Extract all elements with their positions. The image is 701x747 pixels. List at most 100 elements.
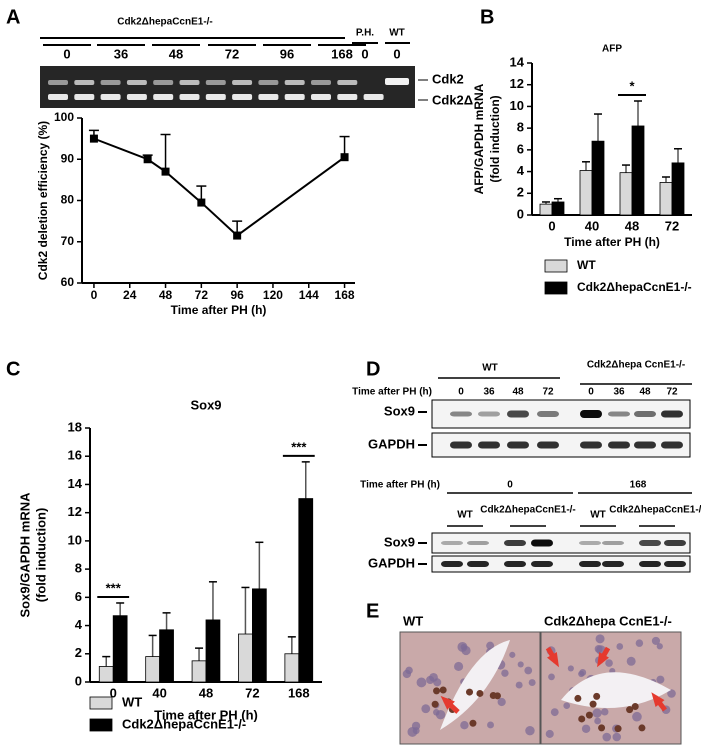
bar (238, 633, 253, 683)
x-axis-label: Time after PH (h) (171, 303, 267, 317)
row-label: GAPDH (368, 436, 415, 451)
nucleus (605, 659, 613, 667)
panel-letter: E (366, 600, 379, 622)
bar (159, 629, 174, 683)
point (89, 134, 98, 143)
y-axis-label: Sox9/GAPDH mRNA (17, 492, 32, 618)
y-tick-label: 0 (517, 206, 524, 221)
y-tick-label: 2 (517, 185, 524, 200)
lane-label: 72 (666, 387, 678, 398)
blot-band (634, 441, 656, 449)
nucleus (632, 711, 642, 722)
blot-band (608, 411, 630, 417)
lane-label: 36 (613, 387, 625, 398)
bar (298, 498, 314, 683)
band (363, 94, 384, 100)
lane-label: 168 (331, 46, 353, 61)
lane-label: 36 (483, 387, 495, 398)
blot-band (537, 411, 559, 417)
duct-cell (433, 687, 441, 695)
legend-label: WT (577, 258, 596, 272)
image-label: WT (403, 613, 423, 628)
x-axis-label: Time after PH (h) (154, 707, 258, 722)
x-tick-label: 48 (625, 218, 639, 233)
nucleus (421, 704, 431, 714)
nucleus (592, 708, 602, 718)
row-label: Sox9 (384, 403, 415, 418)
x-tick-label: 168 (288, 685, 310, 700)
blot-band (531, 561, 553, 567)
y-tick-label: 14 (68, 476, 83, 491)
band (48, 80, 68, 85)
x-tick-label: 96 (230, 288, 244, 302)
lane-label: 96 (280, 46, 294, 61)
duct-cell (614, 725, 622, 733)
nucleus (548, 673, 555, 681)
lane-label: WT (389, 28, 405, 39)
band (311, 94, 331, 100)
nucleus (563, 702, 571, 710)
y-tick-label: 100 (54, 110, 74, 124)
nucleus (626, 656, 636, 666)
lane-label: 0 (63, 46, 70, 61)
y-tick-label: 16 (68, 448, 82, 463)
x-tick-label: 72 (665, 218, 679, 233)
blot-band (478, 411, 500, 417)
nucleus (487, 721, 494, 729)
lane-label: 36 (114, 46, 128, 61)
nucleus (567, 665, 574, 672)
time-label: Time after PH (h) (360, 480, 440, 491)
bar (591, 140, 605, 216)
y-tick-label: 6 (517, 141, 524, 156)
band (258, 94, 279, 100)
lane-label: 0 (361, 46, 368, 61)
duct-cell (431, 700, 439, 708)
nucleus (509, 651, 516, 658)
duct-cell (585, 711, 593, 719)
arrow-head (651, 692, 665, 707)
point (143, 155, 152, 164)
nucleus (651, 636, 661, 645)
band (232, 94, 253, 100)
blot-band (441, 541, 463, 545)
duct-cell (574, 694, 582, 702)
blot-sox9 (431, 532, 691, 554)
band (126, 94, 147, 100)
duct-cell (598, 724, 606, 732)
duct-cell (589, 700, 597, 708)
blot-band (664, 561, 686, 567)
duct-cell (476, 689, 484, 697)
time-label: 168 (630, 480, 647, 491)
band (153, 80, 174, 85)
y-tick-label: 4 (517, 163, 525, 178)
lane-label: 48 (512, 387, 524, 398)
y-tick-label: 14 (510, 54, 525, 69)
nucleus (429, 672, 438, 682)
x-tick-label: 0 (91, 288, 98, 302)
y-tick-label: 0 (75, 673, 82, 688)
blot-gapdh (431, 555, 691, 573)
y-axis-label: (fold induction) (488, 95, 502, 182)
nucleus (656, 643, 663, 650)
nucleus (460, 721, 469, 730)
blot-band (531, 539, 553, 547)
x-tick-label: 48 (159, 288, 173, 302)
x-tick-label: 144 (299, 288, 319, 302)
band (337, 80, 358, 85)
nucleus (524, 666, 533, 675)
nucleus (581, 724, 591, 733)
y-tick-label: 80 (61, 193, 75, 207)
point (233, 231, 242, 240)
band (337, 94, 358, 100)
band (385, 78, 409, 85)
y-tick-label: 8 (517, 120, 524, 135)
nucleus (525, 725, 535, 736)
blot-band (467, 561, 489, 567)
x-axis-label: Time after PH (h) (564, 235, 660, 249)
blot-band (661, 441, 683, 449)
band (153, 94, 174, 100)
bar (659, 182, 673, 216)
nucleus (595, 634, 605, 644)
nucleus (517, 661, 524, 668)
row-label: GAPDH (368, 555, 415, 570)
